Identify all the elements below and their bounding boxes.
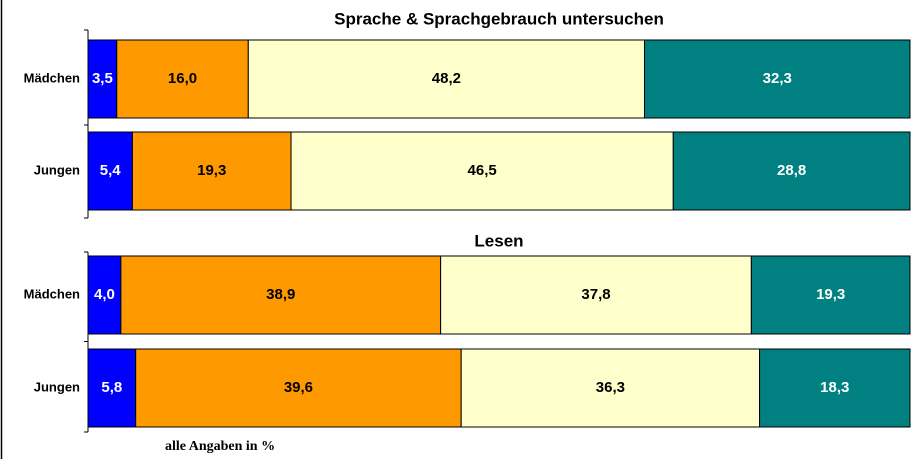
note: alle Angaben in % xyxy=(165,439,275,454)
value-label: 38,9 xyxy=(266,286,295,303)
bar-segment xyxy=(87,255,122,335)
value-label: 37,8 xyxy=(581,286,610,303)
bar-segment xyxy=(643,39,911,119)
value-label: 32,3 xyxy=(763,70,792,87)
category-label: Mädchen xyxy=(24,70,80,85)
category-label: Mädchen xyxy=(24,286,80,301)
bar-segment xyxy=(460,348,761,428)
value-label: 28,8 xyxy=(777,162,806,179)
category-label: Jungen xyxy=(34,379,80,394)
value-label: 18,3 xyxy=(820,379,849,396)
value-label: 5,4 xyxy=(100,162,122,179)
category-label: Jungen xyxy=(34,162,80,177)
bar-segment xyxy=(120,255,442,335)
bar-segment xyxy=(131,131,292,211)
bar-segment xyxy=(759,348,911,428)
chart-title: Lesen xyxy=(474,231,523,250)
value-label: 5,8 xyxy=(101,379,122,396)
value-label: 19,3 xyxy=(816,286,845,303)
bar-segment xyxy=(87,348,137,428)
bar-segment xyxy=(672,131,911,211)
value-label: 16,0 xyxy=(168,70,197,87)
value-label: 39,6 xyxy=(284,379,313,396)
value-label: 4,0 xyxy=(94,286,115,303)
chart-title: Sprache & Sprachgebrauch untersuchen xyxy=(334,9,664,28)
bar-segment xyxy=(440,255,752,335)
bar-segment xyxy=(116,39,249,119)
value-label: 3,5 xyxy=(92,70,113,87)
bar-segment xyxy=(750,255,911,335)
value-label: 46,5 xyxy=(468,162,497,179)
value-label: 48,2 xyxy=(432,70,461,87)
bar-segment xyxy=(290,131,674,211)
bar-segment xyxy=(87,39,118,119)
value-label: 19,3 xyxy=(197,162,226,179)
bar-segment xyxy=(87,131,133,211)
bar-segment xyxy=(247,39,645,119)
value-label: 36,3 xyxy=(596,379,625,396)
